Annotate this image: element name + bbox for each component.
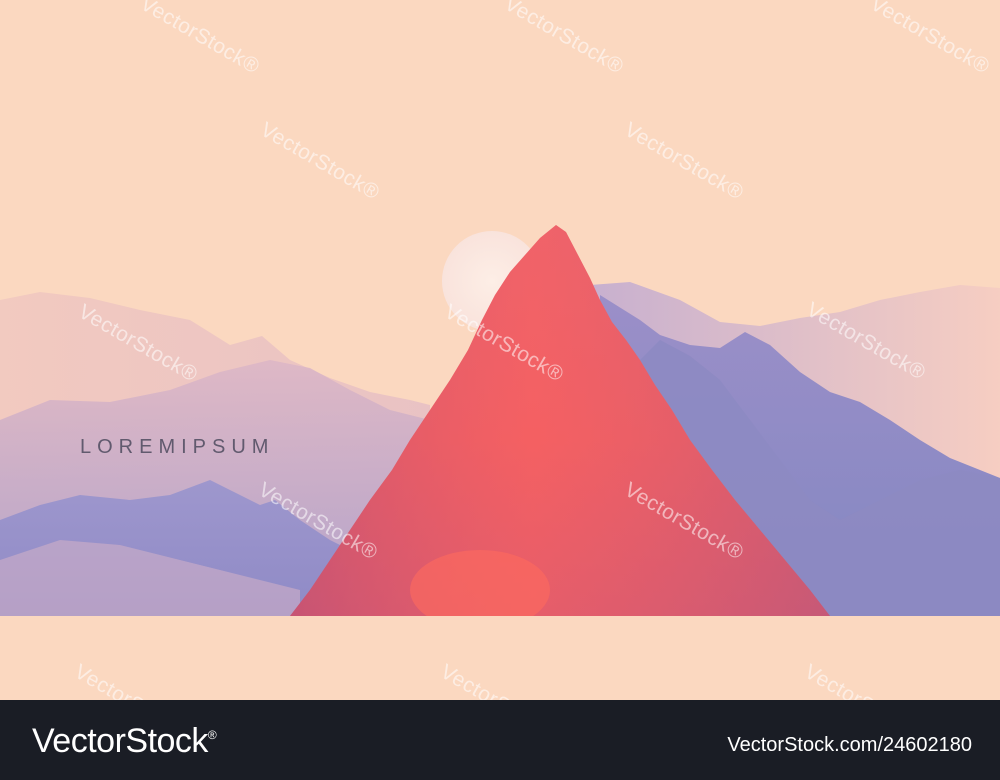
illustration (0, 225, 1000, 700)
ground (0, 616, 1000, 700)
image-id-text[interactable]: VectorStock.com/24602180 (727, 734, 972, 756)
main-peak-shading (290, 225, 830, 616)
left-haze (0, 540, 300, 616)
brand-logo[interactable]: VectorStock® (32, 722, 217, 760)
peak-glow (410, 550, 550, 630)
footer-bar: VectorStock® VectorStock.com/24602180 (0, 700, 1000, 780)
headline-text: LOREMIPSUM (80, 436, 275, 458)
